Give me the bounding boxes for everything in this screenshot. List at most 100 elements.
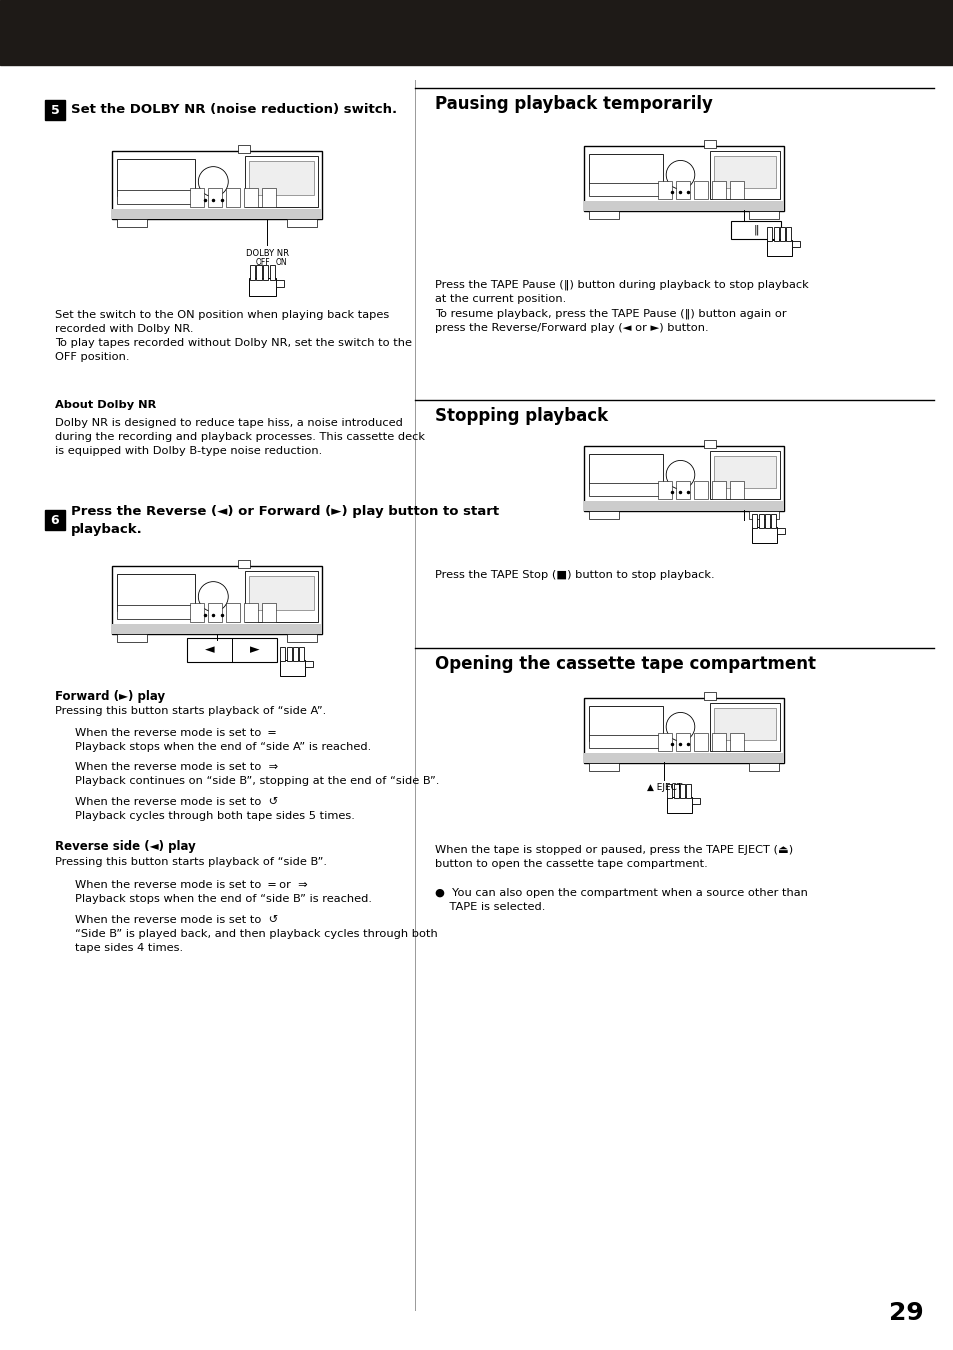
Text: Set the DOLBY NR (noise reduction) switch.: Set the DOLBY NR (noise reduction) switc… <box>71 104 396 116</box>
Bar <box>780 227 784 242</box>
Text: When the tape is stopped or paused, press the TAPE EJECT (⏏)
button to open the : When the tape is stopped or paused, pres… <box>435 845 792 869</box>
Bar <box>694 481 708 500</box>
Bar <box>589 706 662 741</box>
Bar <box>751 526 777 544</box>
Text: About Dolby NR: About Dolby NR <box>55 400 156 410</box>
Bar <box>714 707 776 740</box>
Bar <box>658 181 672 200</box>
Bar <box>766 227 772 242</box>
Bar <box>262 189 276 208</box>
Bar <box>287 647 292 662</box>
Text: DOLBY NR: DOLBY NR <box>246 248 289 258</box>
Bar <box>712 181 726 200</box>
Bar <box>275 281 284 286</box>
Text: Forward (►) play: Forward (►) play <box>55 690 165 703</box>
Text: Pressing this button starts playback of “side A”.: Pressing this button starts playback of … <box>55 706 326 716</box>
Text: ●  You can also open the compartment when a source other than
    TAPE is select: ● You can also open the compartment when… <box>435 888 807 913</box>
Text: ▲ EJECT: ▲ EJECT <box>646 783 681 792</box>
Bar <box>45 510 65 531</box>
Bar <box>117 605 195 620</box>
Bar <box>245 157 318 207</box>
Bar <box>584 446 783 510</box>
Bar <box>117 159 195 196</box>
Bar <box>244 189 258 208</box>
Bar <box>208 189 222 208</box>
Bar <box>703 440 716 447</box>
Bar <box>112 624 322 634</box>
Text: Press the Reverse (◄) or Forward (►) play button to start
playback.: Press the Reverse (◄) or Forward (►) pla… <box>71 505 498 536</box>
Bar <box>691 798 700 805</box>
Text: ON: ON <box>275 258 287 267</box>
Text: Press the TAPE Pause (‖) button during playback to stop playback
at the current : Press the TAPE Pause (‖) button during p… <box>435 279 808 333</box>
Bar <box>710 150 780 200</box>
Bar <box>584 752 783 763</box>
Bar <box>249 278 275 297</box>
Text: Opening the cassette tape compartment: Opening the cassette tape compartment <box>435 655 815 674</box>
Bar <box>714 455 776 487</box>
Bar <box>249 576 314 610</box>
Bar <box>673 784 678 798</box>
Bar <box>589 154 662 189</box>
Text: ◄: ◄ <box>205 644 214 656</box>
Bar <box>676 733 690 752</box>
Text: ►: ► <box>250 644 259 656</box>
Bar <box>287 634 317 643</box>
Text: 29: 29 <box>888 1301 923 1324</box>
Bar <box>658 733 672 752</box>
Bar <box>245 571 318 622</box>
Text: 5: 5 <box>51 104 59 116</box>
Text: Reverse side (◄) play: Reverse side (◄) play <box>55 840 195 853</box>
Bar <box>703 139 716 147</box>
Bar <box>749 211 779 219</box>
Bar <box>270 265 274 279</box>
Bar <box>589 454 662 489</box>
Bar <box>714 155 776 188</box>
Bar <box>758 514 763 528</box>
Bar <box>710 451 780 500</box>
Bar <box>0 0 953 65</box>
Bar <box>279 660 305 676</box>
Bar <box>117 574 195 612</box>
Bar <box>766 240 791 256</box>
Bar <box>112 566 322 634</box>
Circle shape <box>198 166 228 197</box>
Text: Stopping playback: Stopping playback <box>435 406 607 425</box>
Bar <box>730 481 743 500</box>
Bar <box>208 603 222 622</box>
Bar <box>752 514 757 528</box>
Text: Press the TAPE Stop (■) button to stop playback.: Press the TAPE Stop (■) button to stop p… <box>435 570 714 580</box>
Bar <box>188 639 277 662</box>
Bar <box>785 227 791 242</box>
Bar <box>117 219 148 227</box>
Bar <box>299 647 304 662</box>
Bar <box>293 647 297 662</box>
Bar <box>703 691 716 699</box>
Bar <box>791 242 800 247</box>
Circle shape <box>665 713 694 741</box>
Text: OFF: OFF <box>255 258 270 267</box>
Bar <box>764 514 769 528</box>
Text: When the reverse mode is set to  ═ or  ⇒
Playback stops when the end of “side B”: When the reverse mode is set to ═ or ⇒ P… <box>75 880 372 905</box>
Text: When the reverse mode is set to  ═
Playback stops when the end of “side A” is re: When the reverse mode is set to ═ Playba… <box>75 728 371 752</box>
Bar <box>45 100 65 120</box>
Bar <box>244 603 258 622</box>
Bar <box>589 483 662 497</box>
Text: When the reverse mode is set to  ↺
“Side B” is played back, and then playback cy: When the reverse mode is set to ↺ “Side … <box>75 915 437 953</box>
Bar <box>773 227 778 242</box>
Bar <box>112 209 322 219</box>
Bar <box>770 514 776 528</box>
Circle shape <box>665 161 694 189</box>
Bar <box>679 784 684 798</box>
Bar <box>589 211 618 219</box>
Bar <box>250 265 254 279</box>
Bar <box>249 161 314 194</box>
Bar <box>749 763 779 771</box>
Bar <box>287 219 317 227</box>
Bar <box>263 265 268 279</box>
Bar <box>730 181 743 200</box>
Bar <box>694 733 708 752</box>
Bar <box>685 784 691 798</box>
Bar <box>589 184 662 196</box>
Bar <box>676 481 690 500</box>
Bar <box>584 201 783 211</box>
